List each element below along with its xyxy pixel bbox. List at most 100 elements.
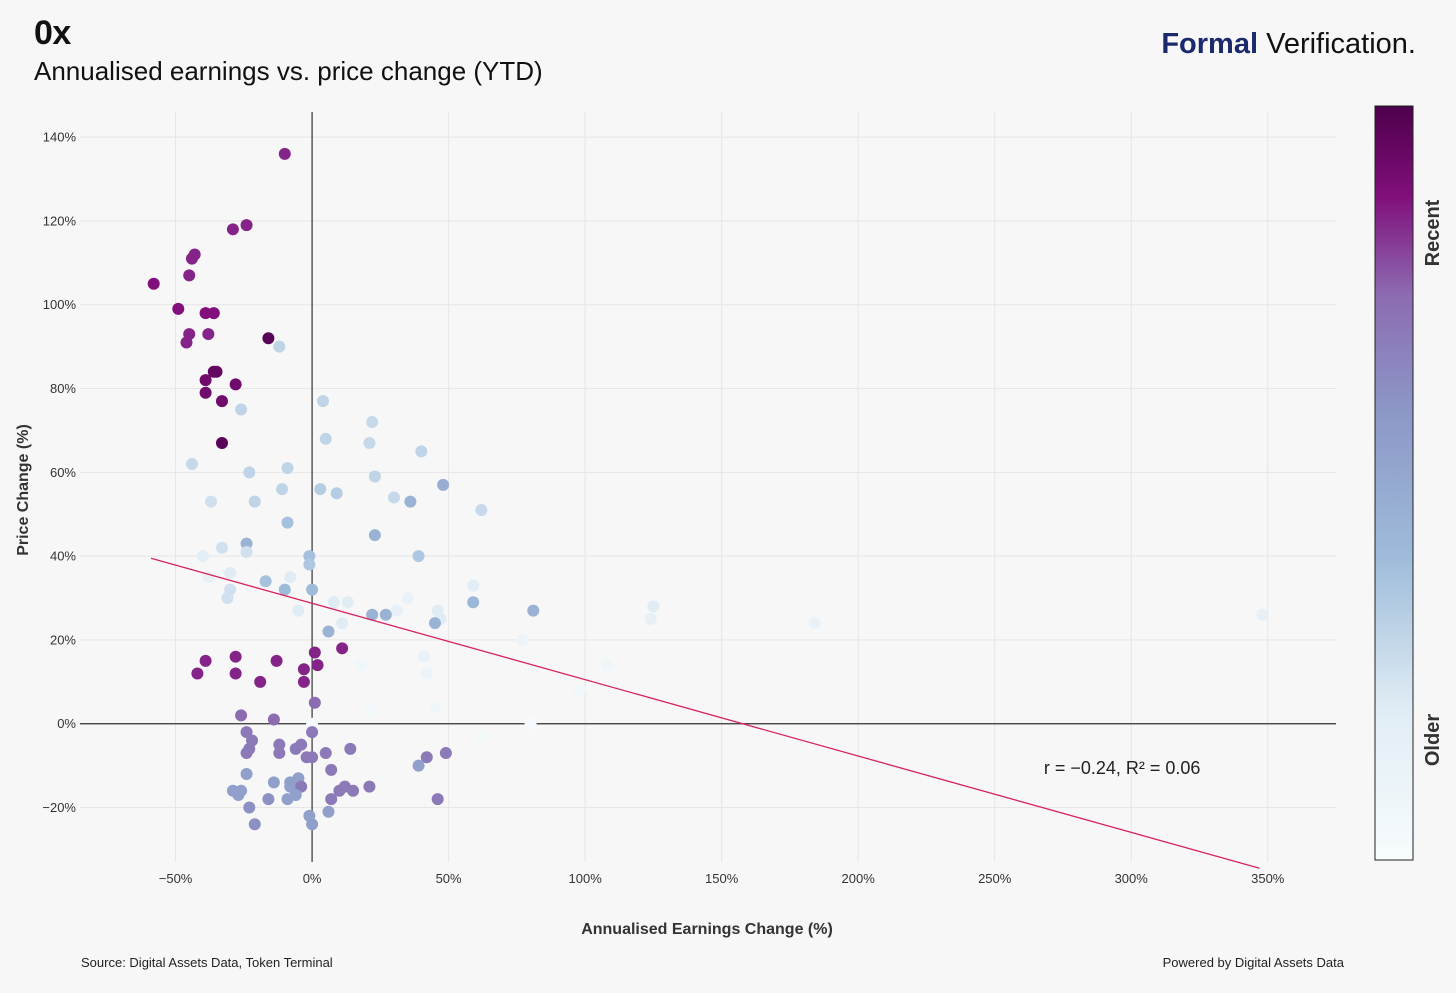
data-point <box>363 780 376 793</box>
x-tick-labels: −50% 0% 50% 100% 150% 200% 250% 300% 350% <box>159 871 1285 886</box>
data-point <box>180 336 193 349</box>
data-point <box>390 604 403 617</box>
data-point <box>311 659 324 672</box>
data-point <box>475 730 488 743</box>
data-point <box>281 793 294 806</box>
data-point <box>363 705 376 718</box>
trend-line <box>150 557 1260 869</box>
data-point <box>273 747 286 760</box>
data-point <box>366 608 379 621</box>
data-point <box>644 612 657 625</box>
data-point <box>322 805 335 818</box>
data-point <box>303 550 316 563</box>
data-point <box>322 625 335 638</box>
data-point <box>278 147 291 160</box>
data-point <box>317 395 330 408</box>
data-point <box>183 269 196 282</box>
chart-title: 0x <box>34 14 71 52</box>
data-point <box>412 759 425 772</box>
brand-logo: Formal Verification. <box>1161 28 1416 61</box>
x-tick-label: 0% <box>303 871 322 886</box>
data-point <box>306 726 319 739</box>
data-point <box>240 747 253 760</box>
data-point <box>235 709 248 722</box>
data-point <box>368 470 381 483</box>
data-point <box>267 713 280 726</box>
data-point <box>259 575 272 588</box>
data-point <box>308 696 321 709</box>
data-point <box>281 462 294 475</box>
data-point <box>267 776 280 789</box>
data-point <box>199 654 212 667</box>
data-point <box>388 491 400 504</box>
data-point <box>420 751 433 764</box>
y-tick-label: 20% <box>50 632 76 647</box>
data-point <box>428 700 441 713</box>
data-point <box>278 583 291 596</box>
x-tick-label: 200% <box>842 871 876 886</box>
data-point <box>306 583 319 596</box>
colorbar-label-recent: Recent <box>1422 199 1444 266</box>
x-tick-label: 150% <box>705 871 739 886</box>
data-point <box>467 579 480 592</box>
data-point <box>600 659 613 672</box>
data-point <box>215 395 228 408</box>
y-tick-label: 0% <box>57 716 76 731</box>
data-point <box>221 592 234 605</box>
data-point <box>527 604 540 617</box>
data-point <box>330 487 343 500</box>
data-point <box>215 437 228 450</box>
data-point <box>240 537 253 550</box>
data-point <box>418 650 431 663</box>
y-tick-label: 80% <box>50 381 76 396</box>
correlation-annotation: r = −0.24, R² = 0.06 <box>1044 758 1201 778</box>
y-tick-label: −20% <box>42 800 76 815</box>
chart-subtitle: Annualised earnings vs. price change (YT… <box>34 56 543 86</box>
data-point <box>196 550 209 563</box>
data-point <box>281 516 294 529</box>
data-point <box>248 818 261 831</box>
data-point <box>524 717 537 730</box>
data-point <box>276 483 289 496</box>
data-point <box>420 667 433 680</box>
powered-by-note: Powered by Digital Assets Data <box>1162 955 1344 970</box>
data-point <box>437 478 450 491</box>
data-point <box>428 617 441 630</box>
data-point <box>319 432 332 445</box>
data-point <box>284 571 297 584</box>
y-axis-label: Price Change (%) <box>15 424 32 556</box>
data-point <box>366 416 379 429</box>
x-tick-label: 100% <box>569 871 603 886</box>
y-tick-label: 60% <box>50 465 76 480</box>
data-point <box>202 328 215 341</box>
y-tick-label: 120% <box>43 213 77 228</box>
data-point <box>363 437 376 450</box>
zero-lines <box>80 112 1336 862</box>
data-point <box>415 445 428 458</box>
data-point <box>262 793 275 806</box>
data-point <box>306 717 319 730</box>
data-point <box>172 302 185 315</box>
x-tick-label: 350% <box>1251 871 1285 886</box>
data-point <box>188 248 201 261</box>
brand-rest: Verification. <box>1258 28 1416 60</box>
data-point <box>292 604 305 617</box>
data-points <box>147 147 1269 831</box>
data-point <box>467 596 480 609</box>
data-point <box>368 529 381 542</box>
y-tick-label: 100% <box>43 297 77 312</box>
data-point <box>333 784 346 797</box>
data-point <box>355 659 368 672</box>
data-point <box>229 378 242 391</box>
x-tick-label: 50% <box>436 871 462 886</box>
data-point <box>243 801 256 814</box>
data-point <box>431 793 444 806</box>
data-point <box>401 592 414 605</box>
data-point <box>240 545 253 558</box>
data-point <box>199 386 212 399</box>
data-point <box>297 675 310 688</box>
data-point <box>336 642 349 655</box>
data-point <box>439 747 452 760</box>
data-point <box>270 654 283 667</box>
